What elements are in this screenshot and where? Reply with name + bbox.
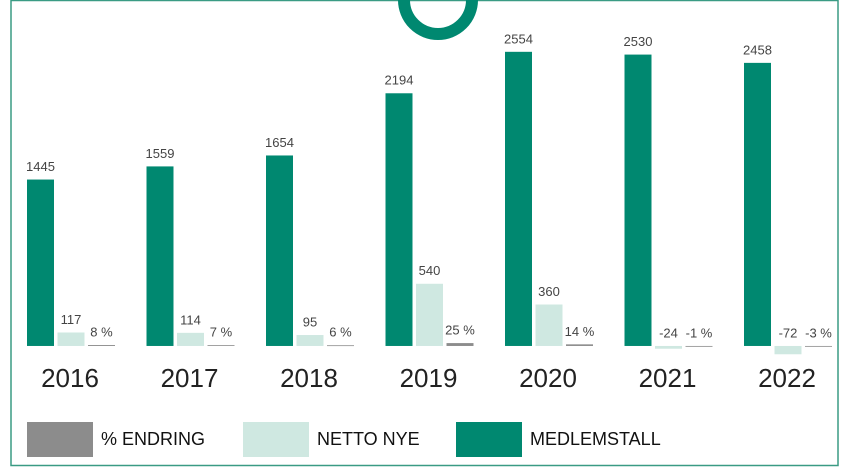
value-label: 25 % [445, 323, 475, 338]
bar [57, 332, 85, 346]
value-label: 2458 [743, 42, 772, 57]
bar [146, 166, 174, 346]
bar [744, 62, 771, 346]
bar [505, 51, 532, 346]
legend-swatch [243, 422, 309, 457]
value-label: 540 [419, 263, 441, 278]
value-label: 6 % [329, 325, 352, 340]
value-label: 7 % [210, 325, 233, 340]
bar [266, 155, 293, 346]
value-label: 8 % [90, 324, 113, 339]
value-label: 117 [61, 312, 82, 327]
bar [177, 332, 204, 346]
bar [535, 304, 563, 346]
legend-label: MEDLEMSTALL [530, 429, 661, 449]
x-tick-label: 2021 [639, 363, 697, 393]
legend-label: % ENDRING [101, 429, 205, 449]
legend-swatch [27, 422, 93, 457]
value-label: 2554 [504, 31, 533, 46]
bar [685, 345, 713, 347]
legend-swatch [456, 422, 522, 457]
bar [774, 345, 802, 355]
x-tick-label: 2022 [758, 363, 816, 393]
value-label: -3 % [805, 325, 832, 340]
value-label: -1 % [686, 325, 713, 340]
value-label: -24 [659, 325, 678, 340]
bar [27, 179, 54, 346]
bar [655, 345, 682, 349]
value-label: 1445 [26, 159, 55, 174]
bar [805, 345, 832, 347]
x-tick-label: 2018 [280, 363, 338, 393]
value-label: 114 [180, 312, 201, 327]
bar [416, 283, 443, 346]
value-label: 360 [538, 284, 560, 299]
value-label: 95 [303, 314, 317, 329]
bar [207, 345, 235, 346]
bar [624, 54, 652, 346]
value-label: -72 [779, 325, 798, 340]
legend-label: NETTO NYE [317, 429, 420, 449]
logo-arc [398, 0, 478, 40]
bar [446, 343, 474, 346]
x-tick-label: 2020 [519, 363, 577, 393]
x-tick-label: 2017 [161, 363, 219, 393]
value-label: 2194 [385, 73, 414, 88]
value-label: 1559 [146, 146, 175, 161]
value-label: 2530 [624, 34, 653, 49]
frame [10, 0, 839, 467]
bar [566, 344, 593, 346]
bar [385, 93, 413, 346]
x-tick-label: 2019 [400, 363, 458, 393]
bar [327, 345, 354, 347]
bar [88, 345, 115, 346]
x-tick-label: 2016 [41, 363, 99, 393]
value-label: 1654 [265, 135, 294, 150]
value-label: 14 % [565, 324, 595, 339]
bar [296, 335, 324, 346]
